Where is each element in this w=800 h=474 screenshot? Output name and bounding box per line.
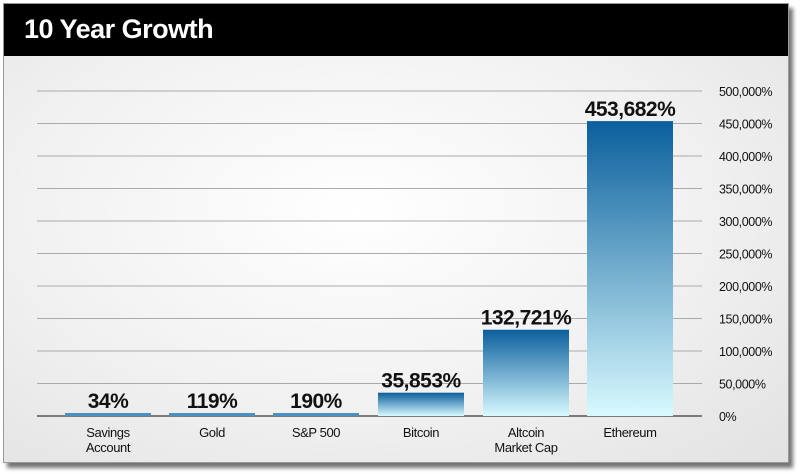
y-tick-label: 500,000% (719, 85, 772, 99)
y-tick-label: 0% (719, 410, 737, 424)
x-tick-label: Gold (199, 425, 225, 440)
y-tick-label: 150,000% (719, 313, 772, 327)
data-label: 119% (187, 390, 238, 413)
bar (65, 413, 151, 416)
y-tick-label: 50,000% (719, 378, 766, 392)
x-tick-label: Account (86, 440, 131, 455)
y-tick-label: 300,000% (719, 215, 772, 229)
x-tick-label: Market Cap (494, 440, 557, 455)
x-tick-label: S&P 500 (292, 425, 340, 440)
x-tick-label: Savings (86, 425, 130, 440)
bar (169, 413, 255, 416)
y-tick-label: 250,000% (719, 248, 772, 262)
data-label: 35,853% (381, 370, 461, 393)
data-label: 34% (88, 390, 129, 413)
y-tick-label: 200,000% (719, 280, 772, 294)
y-tick-label: 100,000% (719, 345, 772, 359)
x-tick-label: Bitcoin (403, 425, 439, 440)
title-bar: 10 Year Growth (4, 4, 788, 56)
y-tick-label: 350,000% (719, 183, 772, 197)
bar (273, 413, 359, 416)
bar (378, 392, 464, 416)
data-label: 190% (290, 390, 343, 413)
bar (483, 329, 569, 416)
data-label: 453,682% (585, 98, 676, 121)
chart-title: 10 Year Growth (24, 14, 214, 44)
x-tick-label: Ethereum (603, 425, 656, 440)
bar (587, 121, 673, 417)
x-tick-label: Altcoin (508, 425, 544, 440)
data-label: 132,721% (481, 307, 572, 330)
y-tick-label: 450,000% (719, 118, 772, 132)
y-tick-label: 400,000% (719, 150, 772, 164)
